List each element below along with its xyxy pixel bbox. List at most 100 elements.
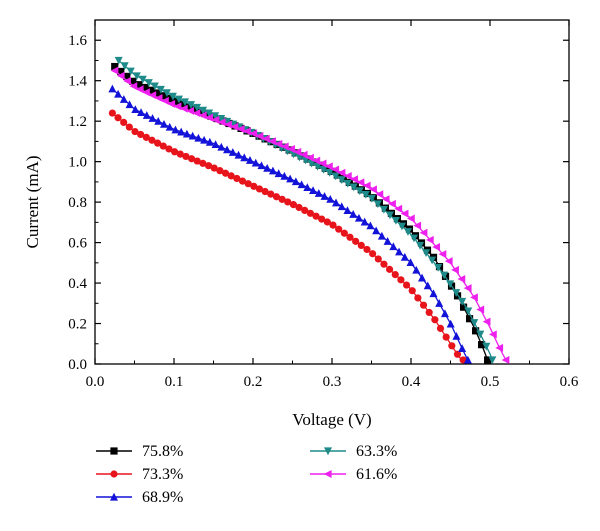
data-point xyxy=(306,153,314,162)
data-point xyxy=(357,241,365,249)
data-point xyxy=(385,211,394,220)
data-point xyxy=(120,118,128,126)
data-point xyxy=(129,77,137,85)
legend-marker xyxy=(110,492,118,501)
data-point xyxy=(198,111,207,120)
data-point xyxy=(361,190,370,199)
data-point xyxy=(159,119,168,128)
data-point xyxy=(325,168,334,177)
data-point xyxy=(268,137,277,146)
data-point xyxy=(346,233,354,241)
y-tick-label: 0.2 xyxy=(68,317,87,333)
data-point xyxy=(111,62,119,71)
data-point xyxy=(402,281,411,289)
data-point xyxy=(199,106,208,115)
plot-frame xyxy=(94,19,570,365)
data-point xyxy=(442,333,450,341)
series-3 xyxy=(108,84,472,364)
data-point xyxy=(458,297,467,306)
data-point xyxy=(349,183,358,192)
data-point xyxy=(403,228,412,236)
x-tick-label: 0.6 xyxy=(560,374,579,390)
data-point xyxy=(193,103,202,112)
data-point xyxy=(217,118,226,127)
y-tick-label: 1.4 xyxy=(68,74,87,90)
data-point xyxy=(165,122,174,131)
legend-label: 73.3% xyxy=(142,466,183,483)
data-point xyxy=(309,186,318,194)
data-point xyxy=(182,152,190,161)
data-point xyxy=(391,271,399,279)
data-point xyxy=(463,284,472,293)
data-point xyxy=(278,195,286,203)
data-point xyxy=(211,112,220,121)
data-point xyxy=(171,125,180,134)
data-point xyxy=(446,319,455,328)
data-point xyxy=(223,145,232,154)
data-point xyxy=(230,122,239,131)
x-tick-label: 0.1 xyxy=(165,374,184,390)
data-point xyxy=(159,92,167,100)
data-point xyxy=(108,84,117,93)
data-point xyxy=(414,294,422,302)
data-point xyxy=(117,67,125,76)
data-point xyxy=(244,180,252,188)
data-point xyxy=(331,172,340,181)
data-point xyxy=(355,187,364,196)
data-point xyxy=(488,356,497,365)
data-point xyxy=(425,235,434,244)
data-point xyxy=(329,221,337,229)
data-point xyxy=(161,96,169,105)
data-point xyxy=(377,231,386,240)
data-point xyxy=(142,133,150,141)
data-point xyxy=(391,217,400,225)
data-point xyxy=(182,129,191,138)
data-point xyxy=(397,222,406,231)
data-point xyxy=(389,242,398,251)
data-point xyxy=(453,292,462,300)
data-point xyxy=(381,195,390,204)
data-point xyxy=(154,94,163,103)
data-point xyxy=(272,193,281,201)
data-point xyxy=(314,189,323,197)
data-point xyxy=(174,95,183,104)
series-line xyxy=(111,88,469,361)
data-point xyxy=(194,133,203,142)
data-point xyxy=(400,209,409,218)
data-point xyxy=(295,203,303,212)
data-point xyxy=(192,109,201,118)
data-point xyxy=(335,225,343,233)
data-point xyxy=(154,139,162,147)
y-tick-label: 1.0 xyxy=(68,155,87,171)
data-point xyxy=(440,309,449,318)
series-2 xyxy=(108,109,467,364)
data-point xyxy=(187,155,196,163)
data-point xyxy=(412,265,421,274)
data-point xyxy=(110,66,119,75)
data-point xyxy=(173,102,182,111)
axes: 0.0 0.1 0.2 0.3 0.4 0.5 0.6 0.0 0.2 0.4 0.6 0.8 1.0 1… xyxy=(68,19,579,390)
data-point xyxy=(297,180,306,189)
data-point xyxy=(280,142,289,151)
data-point xyxy=(280,171,289,180)
data-point xyxy=(211,140,220,148)
data-point xyxy=(153,89,161,97)
data-point xyxy=(114,56,123,65)
data-point xyxy=(216,167,224,175)
data-point xyxy=(159,142,167,150)
data-point xyxy=(465,315,474,323)
x-tick-label: 0.2 xyxy=(244,374,263,390)
y-tick-label: 1.6 xyxy=(68,33,87,49)
data-point xyxy=(482,317,491,326)
data-point xyxy=(444,257,453,266)
data-point xyxy=(129,82,138,91)
data-point xyxy=(210,164,218,172)
data-point xyxy=(180,98,189,107)
data-point xyxy=(423,281,432,290)
data-point xyxy=(274,169,283,178)
data-point xyxy=(251,158,260,167)
legend-item: 68.9% xyxy=(96,489,183,506)
data-point xyxy=(495,343,504,352)
data-point xyxy=(428,256,437,265)
